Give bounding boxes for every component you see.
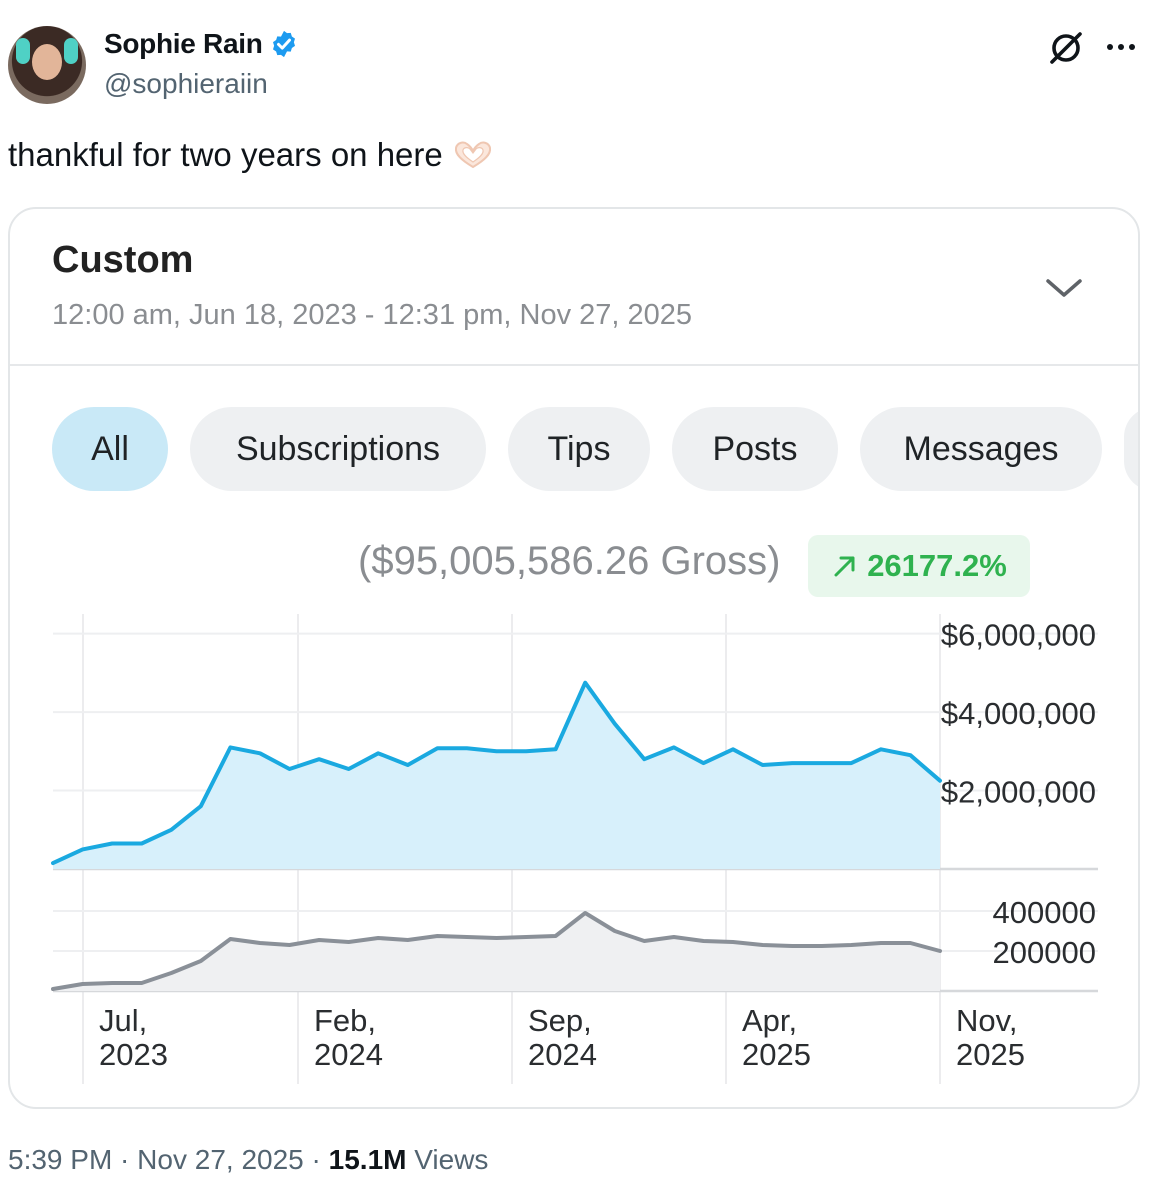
meta-separator: · bbox=[112, 1144, 138, 1175]
headphone-left bbox=[16, 38, 30, 64]
grok-icon[interactable] bbox=[1046, 28, 1086, 68]
chevron-down-icon[interactable] bbox=[1042, 273, 1086, 303]
analytics-card[interactable]: Custom 12:00 am, Jun 18, 2023 - 12:31 pm… bbox=[8, 207, 1140, 1109]
tab-subscriptions[interactable]: Subscriptions bbox=[190, 407, 486, 491]
trend-up-arrow-icon bbox=[834, 556, 855, 577]
verified-badge-icon bbox=[272, 30, 295, 58]
count-area bbox=[53, 913, 940, 991]
gross-total: ($95,005,586.26 Gross) bbox=[358, 539, 781, 583]
date-range-title: Custom bbox=[52, 239, 194, 281]
tab-overflow[interactable] bbox=[1124, 407, 1138, 491]
x-tick-label: Jul, 2023 bbox=[99, 1003, 168, 1072]
tab-all[interactable]: All bbox=[52, 407, 168, 491]
count-line bbox=[51, 911, 942, 991]
revenue-y-tick-label: $4,000,000 bbox=[941, 696, 1096, 731]
card-divider bbox=[10, 364, 1138, 366]
change-percent: 26177.2% bbox=[867, 548, 1007, 583]
heart-hands-emoji-icon bbox=[454, 141, 491, 169]
revenue-y-tick-label: $2,000,000 bbox=[941, 775, 1096, 810]
count-y-tick-label: 200000 bbox=[993, 935, 1096, 970]
revenue-area bbox=[53, 682, 940, 869]
revenue-y-tick-label: $6,000,000 bbox=[941, 618, 1096, 653]
x-tick-label: Nov, 2025 bbox=[956, 1003, 1025, 1072]
x-tick-label: Apr, 2025 bbox=[742, 1003, 811, 1072]
date-range-subtitle: 12:00 am, Jun 18, 2023 - 12:31 pm, Nov 2… bbox=[52, 299, 693, 331]
count-y-tick-label: 400000 bbox=[993, 895, 1096, 930]
views-space bbox=[406, 1144, 414, 1176]
headphone-right bbox=[64, 38, 78, 64]
author-name-row: Sophie Rain bbox=[104, 28, 299, 60]
x-tick-label: Sep, 2024 bbox=[528, 1003, 597, 1072]
views-label: Views bbox=[414, 1144, 489, 1175]
author-name[interactable]: Sophie Rain bbox=[104, 28, 263, 59]
tweet-date[interactable]: Nov 27, 2025 bbox=[137, 1144, 304, 1175]
more-options-icon[interactable] bbox=[1104, 30, 1138, 64]
avatar-face bbox=[32, 44, 62, 80]
tab-tips[interactable]: Tips bbox=[508, 407, 650, 491]
tab-posts[interactable]: Posts bbox=[672, 407, 838, 491]
tweet-text-row: thankful for two years on here bbox=[8, 136, 495, 174]
author-handle[interactable]: @sophieraiin bbox=[104, 68, 268, 99]
avatar[interactable] bbox=[8, 26, 86, 104]
tweet-text: thankful for two years on here bbox=[8, 136, 443, 173]
views-count: 15.1M bbox=[328, 1144, 407, 1175]
tab-messages[interactable]: Messages bbox=[860, 407, 1102, 491]
earnings-chart: $6,000,000 $4,000,000 $2,000,000 400000 2000… bbox=[51, 614, 1098, 1084]
x-tick-label: Feb, 2024 bbox=[314, 1003, 383, 1072]
change-badge: 26177.2% bbox=[808, 535, 1030, 597]
revenue-line bbox=[51, 680, 942, 866]
meta-separator: · bbox=[303, 1144, 329, 1175]
tweet-meta: 5:39 PM · Nov 27, 2025 · 15.1M Views bbox=[8, 1144, 488, 1176]
tweet-time[interactable]: 5:39 PM bbox=[8, 1144, 113, 1175]
